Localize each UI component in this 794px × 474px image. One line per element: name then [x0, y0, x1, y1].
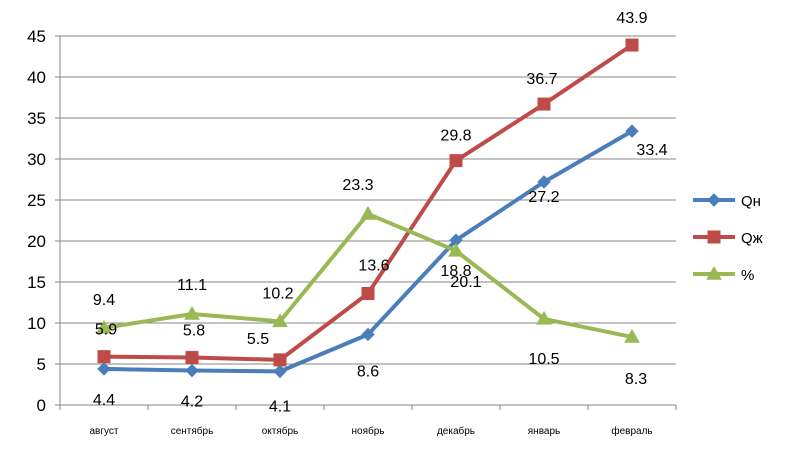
- data-label: 5.8: [183, 322, 205, 339]
- y-tick-label: 25: [27, 191, 46, 210]
- data-label: 4.2: [181, 394, 203, 411]
- series-group: [96, 38, 640, 379]
- legend-label: Qн: [741, 193, 761, 210]
- data-label: 10.5: [528, 351, 559, 368]
- data-label: 8.6: [357, 363, 379, 380]
- data-point: [625, 124, 639, 138]
- x-tick-label: январь: [528, 426, 560, 437]
- legend: Qн Qж%: [693, 193, 763, 284]
- y-tick-label: 20: [27, 232, 46, 251]
- x-tick-label: ноябрь: [352, 425, 385, 437]
- x-tick-label: август: [90, 426, 119, 437]
- data-label: 20.1: [450, 274, 481, 291]
- data-label: 4.4: [93, 392, 115, 409]
- data-point: [273, 364, 287, 379]
- data-label: 11.1: [177, 277, 207, 294]
- data-point: [361, 327, 375, 342]
- data-label: 5.9: [95, 322, 117, 339]
- y-tick-label: 5: [37, 355, 46, 374]
- data-point: [272, 313, 288, 328]
- data-point: [97, 350, 111, 364]
- data-point: [185, 350, 199, 364]
- legend-marker: [707, 230, 721, 244]
- data-label: 5.5: [247, 331, 269, 348]
- data-point: [624, 328, 640, 343]
- data-label: 27.2: [528, 189, 559, 206]
- y-tick-label: 0: [37, 396, 46, 415]
- legend-label: %: [741, 267, 754, 284]
- data-point: [97, 362, 111, 376]
- data-label: 9.4: [93, 292, 115, 309]
- legend-label: Qж: [741, 230, 763, 247]
- data-point: [360, 205, 376, 220]
- data-label: 10.2: [262, 285, 293, 302]
- data-point: [184, 305, 200, 320]
- axes: [55, 35, 677, 410]
- y-tick-label: 40: [27, 68, 46, 87]
- x-tick-label: сентябрь: [171, 425, 214, 437]
- data-point: [273, 353, 287, 367]
- data-label: 33.4: [636, 142, 667, 159]
- y-axis-ticks: 0 5 10 15 20 25 30 35 40 45: [27, 27, 46, 415]
- data-point: [361, 286, 375, 300]
- legend-marker: [706, 265, 722, 280]
- data-point: [449, 154, 463, 168]
- x-tick-label: декабрь: [437, 425, 475, 437]
- data-point: [625, 38, 639, 52]
- gridlines: [60, 35, 676, 365]
- data-label: 8.3: [625, 371, 647, 388]
- data-point: [96, 319, 112, 334]
- data-point: [537, 175, 551, 189]
- x-tick-label: октябрь: [262, 425, 299, 437]
- data-label: 36.7: [526, 71, 557, 88]
- data-label: 18.8: [440, 263, 471, 280]
- data-labels: 4.4 4.2 4.1 8.6 20.1 27.2 33.4 5.9 5.8 5.5 13.6 29.…: [93, 10, 668, 415]
- data-point: [537, 97, 551, 111]
- legend-marker: [707, 193, 721, 207]
- data-label: 29.8: [440, 128, 471, 145]
- data-label: 43.9: [616, 10, 647, 27]
- data-point: [536, 310, 552, 325]
- data-label: 23.3: [342, 177, 373, 194]
- x-axis-ticks: август сентябрь октябрь ноябрь декабрь январь…: [90, 425, 653, 437]
- series-line: [103, 211, 633, 339]
- y-tick-label: 10: [27, 314, 46, 333]
- y-tick-label: 30: [27, 150, 46, 169]
- data-label: 13.6: [358, 257, 389, 274]
- y-tick-label: 15: [27, 273, 46, 292]
- x-tick-label: февраль: [611, 425, 652, 437]
- data-point: [448, 242, 464, 257]
- data-point: [185, 363, 199, 378]
- data-label: 4.1: [269, 398, 291, 415]
- y-tick-label: 35: [27, 109, 46, 128]
- y-tick-label: 45: [27, 27, 46, 46]
